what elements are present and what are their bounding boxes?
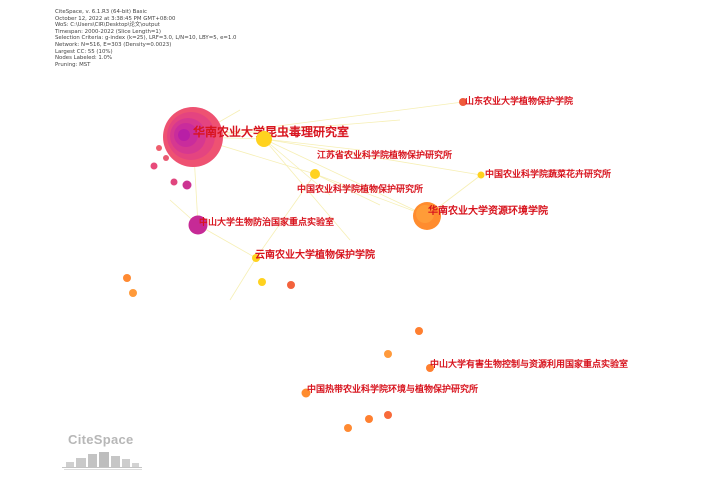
node-caas-veg[interactable]: 中国农业科学院蔬菜花卉研究所	[477, 168, 612, 180]
network-link	[197, 224, 257, 259]
network-link	[263, 138, 482, 176]
network-link	[263, 138, 428, 217]
node-scau-insect-lab[interactable]: 华南农业大学昆虫毒理研究室	[163, 107, 349, 167]
node-label: 华南农业大学资源环境学院	[428, 204, 548, 217]
info-line: Selection Criteria: g-index (k=25), LRF=…	[55, 35, 237, 42]
info-line: Pruning: MST	[55, 61, 91, 68]
network-link	[263, 138, 331, 196]
network-link	[314, 173, 428, 217]
node-shandong-agri[interactable]: 山东农业大学植物保护学院	[459, 95, 573, 107]
node-label: 山东农业大学植物保护学院	[465, 95, 573, 107]
minor-node[interactable]	[384, 411, 392, 419]
node-sysu-biocontrol-circle	[188, 215, 208, 235]
info-line: October 12, 2022 at 3:38:45 PM GMT+08:00	[55, 15, 176, 22]
node-caas-veg-circle	[477, 171, 485, 179]
info-line: WoS: C:\Users\CIR\Desktop\论文\output	[55, 22, 160, 29]
node-jiangsu-plant[interactable]: 江苏省农业科学院植物保护研究所	[256, 131, 452, 161]
minor-node[interactable]	[129, 289, 137, 297]
node-jiangsu-plant-circle	[256, 131, 272, 147]
node-label: 中国农业科学院蔬菜花卉研究所	[485, 168, 611, 180]
info-line: Network: N=516, E=303 (Density=0.0023)	[55, 41, 172, 48]
minor-node[interactable]	[258, 278, 266, 286]
citespace-logo: CiteSpace	[60, 432, 145, 472]
labeled-nodes: 华南农业大学昆虫毒理研究室 山东农业大学植物保护学院 江苏省农业科学院植物保护研…	[163, 95, 628, 398]
node-label: 中山大学有害生物控制与资源利用国家重点实验室	[430, 358, 628, 370]
node-label: 中国农业科学院植物保护研究所	[297, 183, 423, 195]
info-line: CiteSpace, v. 6.1.R3 (64-bit) Basic	[55, 9, 147, 15]
minor-node[interactable]	[415, 327, 423, 335]
info-line: Nodes Labeled: 1.0%	[55, 55, 113, 62]
node-shandong-agri-circle	[459, 98, 467, 106]
minor-node[interactable]	[150, 162, 158, 170]
minor-node[interactable]	[170, 178, 178, 186]
node-yunnan-plant-circle	[252, 254, 260, 262]
node-scau-resource[interactable]: 华南农业大学资源环境学院	[413, 202, 548, 230]
minor-node[interactable]	[163, 155, 169, 161]
node-catas-env-circle	[301, 388, 311, 398]
node-label: 江苏省农业科学院植物保护研究所	[317, 149, 452, 161]
minor-node[interactable]	[182, 180, 192, 190]
network-link	[314, 173, 381, 206]
node-yunnan-plant[interactable]: 云南农业大学植物保护学院	[252, 248, 375, 262]
minor-node[interactable]	[365, 415, 373, 423]
unlabeled-nodes	[123, 145, 423, 432]
node-caas-plant[interactable]: 中国农业科学院植物保护研究所	[297, 169, 423, 195]
network-link	[255, 173, 316, 259]
node-scau-insect-lab-circle	[163, 107, 223, 167]
network-link	[192, 101, 464, 138]
minor-node[interactable]	[156, 145, 162, 151]
minor-node[interactable]	[344, 424, 352, 432]
network-link	[229, 257, 257, 301]
node-label: 华南农业大学昆虫毒理研究室	[193, 124, 349, 139]
logo-skyline-icon	[62, 452, 142, 470]
node-sysu-biocontrol[interactable]: 中山大学生物防治国家重点实验室	[188, 215, 335, 235]
node-scau-resource-circle	[413, 202, 441, 230]
logo-wordmark: CiteSpace	[68, 432, 134, 447]
node-label: 云南农业大学植物保护学院	[255, 248, 375, 261]
node-sysu-pest[interactable]: 中山大学有害生物控制与资源利用国家重点实验室	[426, 358, 628, 372]
node-sysu-pest-circle	[426, 364, 434, 372]
info-line: Largest CC: 55 (10%)	[55, 48, 113, 55]
minor-node[interactable]	[123, 274, 131, 282]
network-link	[263, 138, 351, 241]
node-label: 中国热带农业科学院环境与植物保护研究所	[307, 383, 478, 395]
node-caas-plant-circle	[310, 169, 320, 179]
node-catas-env[interactable]: 中国热带农业科学院环境与植物保护研究所	[301, 383, 479, 398]
node-label: 中山大学生物防治国家重点实验室	[199, 216, 334, 228]
info-line: Timespan: 2000-2022 (Slice Length=1)	[55, 28, 161, 35]
network-link	[263, 138, 361, 151]
minor-node[interactable]	[384, 350, 392, 358]
minor-node[interactable]	[287, 281, 295, 289]
network-link	[192, 119, 401, 138]
citespace-info-panel: CiteSpace, v. 6.1.R3 (64-bit) Basic Octob…	[55, 9, 236, 68]
